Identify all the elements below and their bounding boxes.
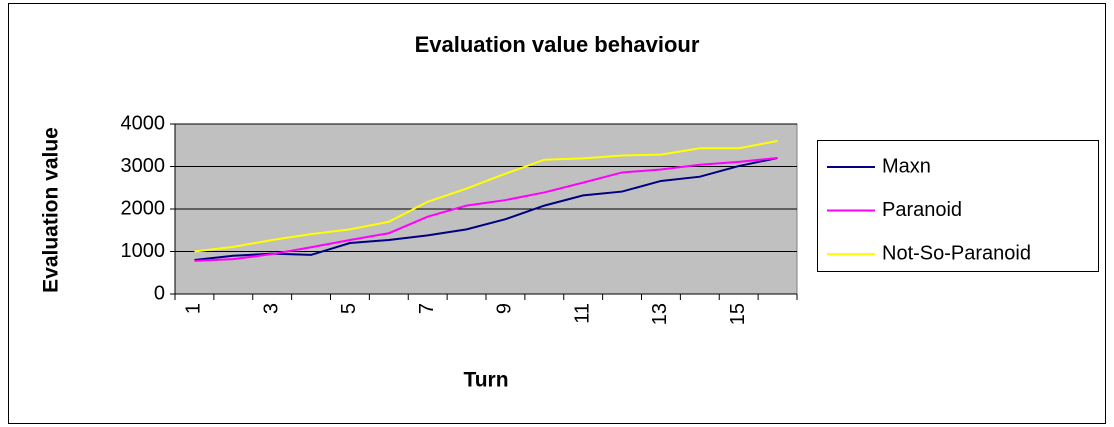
x-tick-label: 3: [260, 303, 282, 314]
x-tick-label: 5: [338, 303, 360, 314]
y-tick-label: 0: [154, 282, 165, 304]
y-tick-label: 4000: [121, 112, 166, 134]
y-tick-label: 3000: [121, 155, 166, 177]
x-tick-label: 7: [416, 303, 438, 314]
series-line: [194, 157, 778, 262]
x-tick-label: 1: [183, 303, 205, 314]
x-axis-label: Turn: [463, 369, 508, 392]
legend-label: Not-So-Paranoid: [882, 242, 1031, 264]
x-tick-label: 15: [727, 303, 749, 325]
y-axis-label: Evaluation value: [40, 127, 63, 293]
chart-title: Evaluation value behaviour: [415, 32, 700, 57]
legend: [817, 140, 1099, 272]
x-tick-label: 11: [571, 303, 593, 324]
x-tick-label: 13: [649, 303, 671, 325]
legend-label: Paranoid: [882, 199, 962, 221]
y-tick-label: 1000: [121, 240, 166, 262]
y-tick-label: 2000: [121, 197, 166, 219]
series-line: [194, 140, 778, 253]
x-tick-label: 9: [494, 303, 516, 314]
legend-label: Maxn: [882, 155, 931, 177]
series-line: [194, 157, 778, 261]
